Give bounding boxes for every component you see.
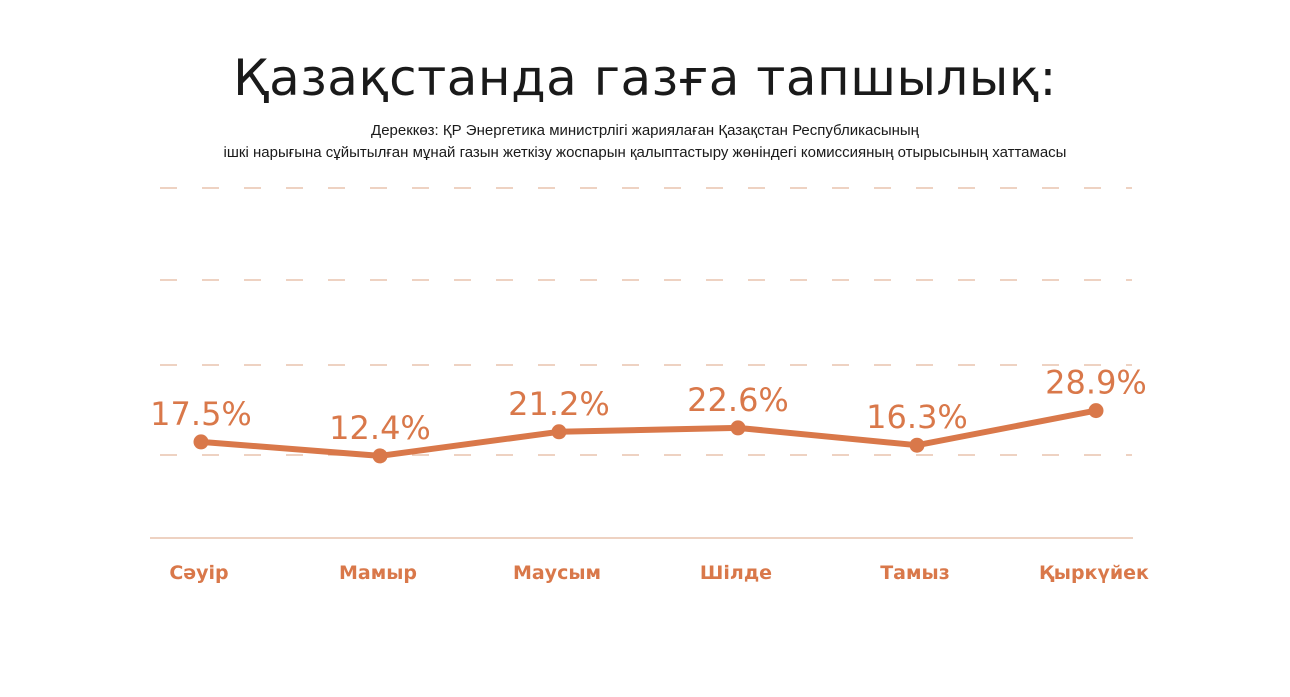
data-labels: 17.5% 12.4% 21.2% 22.6% 16.3% 28.9% <box>150 364 1147 447</box>
data-label: 21.2% <box>508 385 610 423</box>
data-points <box>193 403 1104 464</box>
data-point <box>909 437 925 453</box>
data-label: 16.3% <box>866 398 968 436</box>
data-label: 28.9% <box>1045 364 1147 402</box>
series-line <box>198 407 1099 459</box>
source-line-1: Дереккөз: ҚР Энергетика министрлігі жари… <box>371 122 919 139</box>
data-point <box>551 424 567 440</box>
x-tick-label: Тамыз <box>880 562 950 584</box>
data-label: 12.4% <box>329 409 431 447</box>
x-tick-label: Маусым <box>513 562 601 584</box>
data-label: 17.5% <box>150 395 252 433</box>
chart-title: Қазақстанда газға тапшылық: <box>233 49 1057 107</box>
x-tick-label: Сәуір <box>169 562 228 584</box>
data-point <box>730 420 746 436</box>
data-point <box>372 448 388 464</box>
data-point <box>193 434 209 450</box>
data-point <box>1088 403 1104 419</box>
x-tick-label: Қыркүйек <box>1039 562 1149 584</box>
source-line-2: ішкі нарығына сұйытылған мұнай газын жет… <box>223 144 1067 161</box>
x-tick-label: Мамыр <box>339 562 417 584</box>
data-label: 22.6% <box>687 381 789 419</box>
chart-source: Дереккөз: ҚР Энергетика министрлігі жари… <box>0 120 1290 164</box>
grid-lines <box>160 187 1132 456</box>
x-tick-label: Шілде <box>700 562 772 584</box>
x-tick-labels: Сәуір Мамыр Маусым Шілде Тамыз Қыркүйек <box>169 562 1149 584</box>
